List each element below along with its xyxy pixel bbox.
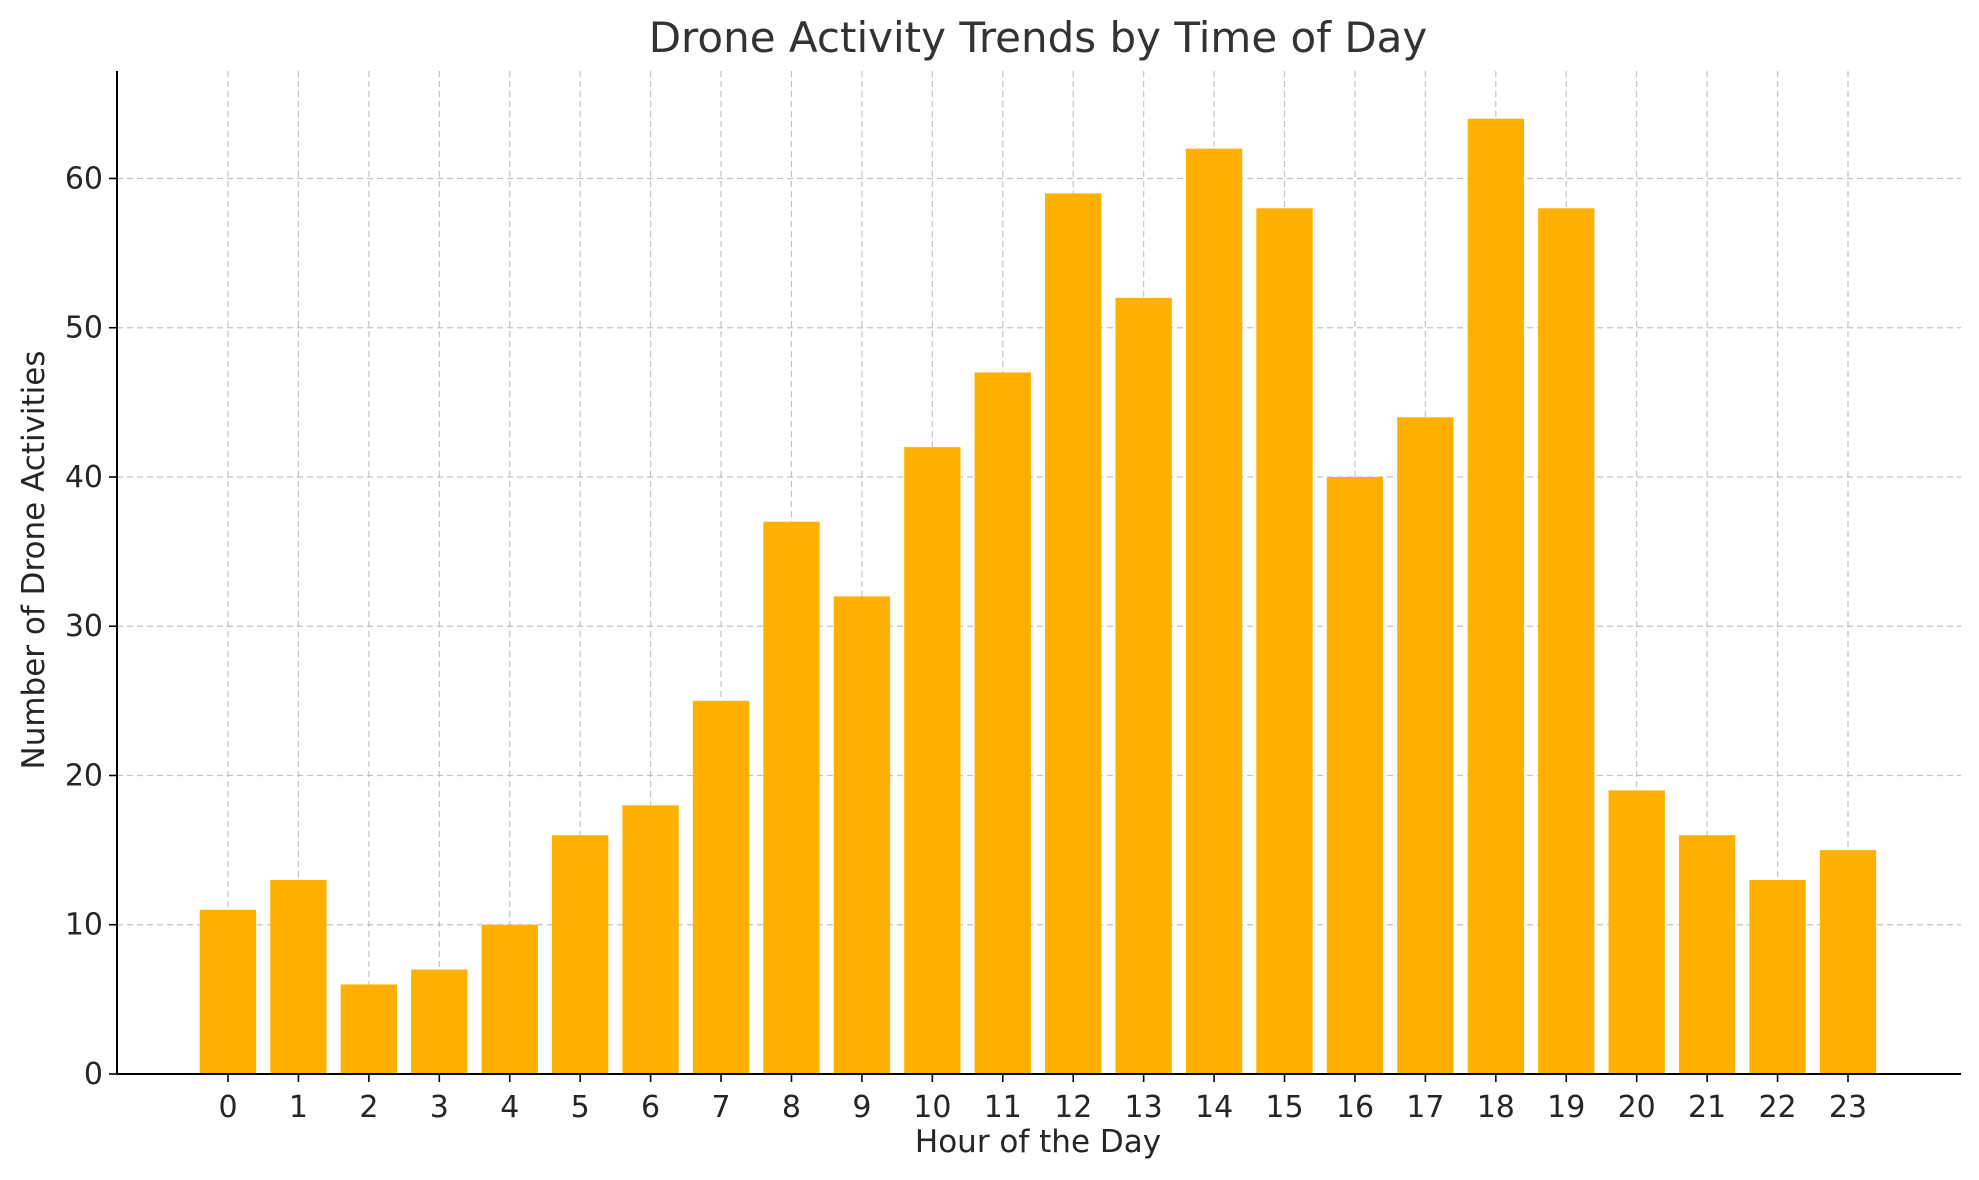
bar-hour-4 [481, 924, 538, 1074]
x-tick-label: 18 [1477, 1090, 1515, 1125]
bar-hour-14 [1185, 148, 1243, 1074]
x-tick-label: 14 [1195, 1090, 1233, 1125]
bar-hour-19 [1538, 208, 1595, 1074]
x-tick-label: 21 [1688, 1090, 1726, 1125]
bar-hour-12 [1045, 193, 1102, 1074]
bar-hour-17 [1397, 417, 1454, 1074]
bar-hour-9 [833, 596, 891, 1074]
bar-hour-3 [411, 969, 468, 1074]
x-tick-label: 8 [782, 1090, 801, 1125]
x-tick-label: 23 [1829, 1090, 1867, 1125]
x-tick-label: 19 [1547, 1090, 1585, 1125]
x-tick-label: 6 [641, 1090, 660, 1125]
bar-hour-2 [340, 984, 398, 1074]
x-tick-label: 17 [1406, 1090, 1444, 1125]
axes [116, 71, 1961, 1075]
y-tick-label: 0 [84, 1057, 103, 1092]
bar-hour-22 [1749, 879, 1806, 1074]
bar-hour-5 [552, 835, 609, 1074]
y-tick-label: 10 [65, 908, 103, 943]
x-tick-label: 22 [1758, 1090, 1796, 1125]
bars [199, 118, 1877, 1075]
x-axis-title: Hour of the Day [915, 1124, 1161, 1160]
x-tick-label: 10 [913, 1090, 951, 1125]
x-tick-label: 1 [289, 1090, 308, 1125]
y-tick-label: 30 [65, 609, 103, 644]
x-tick-label: 11 [984, 1090, 1022, 1125]
x-tick-label: 13 [1125, 1090, 1163, 1125]
x-tick-label: 2 [359, 1090, 378, 1125]
bar-hour-21 [1678, 835, 1736, 1074]
x-tick-label: 5 [571, 1090, 590, 1125]
y-tick-label: 50 [65, 311, 103, 346]
bar-hour-7 [692, 700, 750, 1074]
bar-hour-8 [763, 521, 820, 1074]
chart-title: Drone Activity Trends by Time of Day [649, 13, 1428, 62]
bar-hour-11 [974, 372, 1031, 1074]
x-tick-label: 0 [218, 1090, 237, 1125]
y-tick-label: 40 [65, 460, 103, 495]
y-tick-label: 20 [65, 758, 103, 793]
x-tick-label: 15 [1265, 1090, 1303, 1125]
y-axis-title: Number of Drone Activities [16, 350, 52, 769]
y-tick-label: 60 [65, 161, 103, 196]
x-tick-label: 4 [500, 1090, 519, 1125]
bar-hour-16 [1326, 476, 1384, 1074]
x-tick-label: 12 [1054, 1090, 1092, 1125]
bar-hour-20 [1608, 790, 1665, 1074]
bar-hour-13 [1115, 297, 1172, 1075]
x-tick-label: 16 [1336, 1090, 1374, 1125]
x-tick-label: 9 [852, 1090, 871, 1125]
bar-hour-1 [270, 879, 327, 1074]
bar-hour-0 [199, 909, 257, 1074]
bar-hour-15 [1256, 208, 1313, 1074]
bar-hour-10 [904, 447, 961, 1074]
bar-hour-23 [1819, 850, 1877, 1074]
bar-hour-18 [1467, 118, 1524, 1074]
x-tick-label: 20 [1618, 1090, 1656, 1125]
x-tick-label: 7 [711, 1090, 730, 1125]
bar-hour-6 [622, 805, 679, 1074]
x-tick-label: 3 [430, 1090, 449, 1125]
